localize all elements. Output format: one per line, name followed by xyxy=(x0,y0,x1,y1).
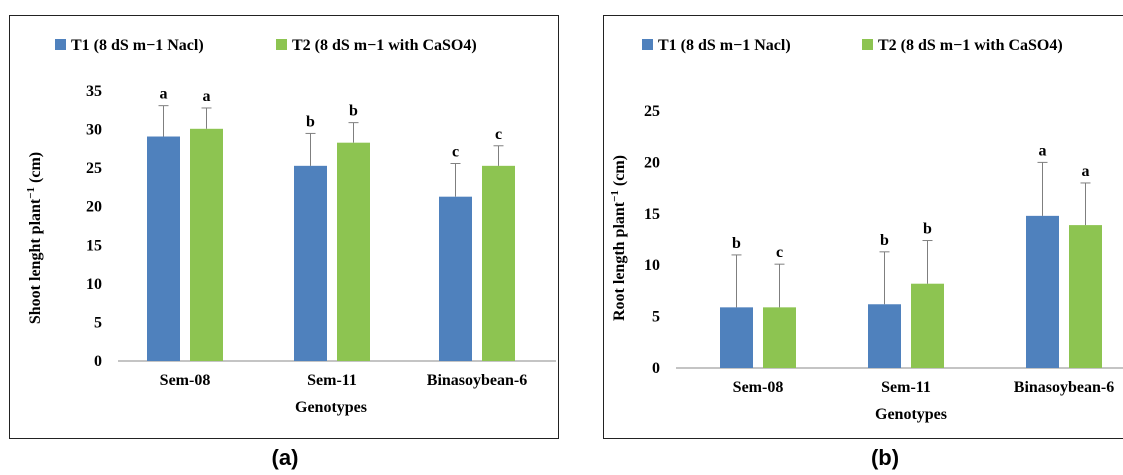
y-tick-label: 20 xyxy=(86,199,102,216)
legend-label-1: T1 (8 dS m−1 Nacl) xyxy=(71,37,204,54)
legend-swatch-2 xyxy=(862,39,873,50)
significance-letter: a xyxy=(1082,163,1090,180)
significance-letter: b xyxy=(349,103,358,120)
significance-letter: c xyxy=(495,126,502,143)
significance-letter: c xyxy=(776,244,783,261)
legend-label-1: T1 (8 dS m−1 Nacl) xyxy=(658,37,791,54)
legend-swatch-2 xyxy=(276,39,287,50)
y-tick-label: 25 xyxy=(86,160,102,177)
bar-series2-Sem-11 xyxy=(337,142,370,361)
chart-panel-b: T1 (8 dS m−1 Nacl) T2 (8 dS m−1 with CaSO… xyxy=(603,15,1123,439)
chart-a-svg: T1 (8 dS m−1 Nacl) T2 (8 dS m−1 with CaSO… xyxy=(25,37,556,416)
significance-letter: a xyxy=(160,86,168,103)
bar-series1-Sem-08 xyxy=(147,136,180,361)
x-category-label: Sem-11 xyxy=(881,379,931,396)
x-category-label: Binasoybean-6 xyxy=(427,372,527,389)
significance-letter: b xyxy=(923,221,932,238)
x-axis-label: Genotypes xyxy=(295,399,367,416)
legend-swatch-1 xyxy=(55,39,66,50)
bar-series1-Binasoybean-6 xyxy=(439,196,472,361)
bar-series2-Binasoybean-6 xyxy=(1069,225,1102,368)
x-category-label: Sem-08 xyxy=(733,379,784,396)
significance-letter: b xyxy=(880,232,889,249)
bar-series1-Sem-11 xyxy=(868,304,901,368)
y-tick-label: 15 xyxy=(86,237,102,254)
panel-label-a: (a) xyxy=(271,445,299,470)
bar-series1-Sem-11 xyxy=(294,165,327,361)
legend-swatch-1 xyxy=(642,39,653,50)
x-category-label: Sem-08 xyxy=(160,372,211,389)
bar-series2-Sem-08 xyxy=(190,128,223,361)
x-axis-label: Genotypes xyxy=(875,406,947,423)
bar-series2-Sem-11 xyxy=(911,283,944,368)
y-tick-label: 20 xyxy=(644,154,660,171)
y-tick-label: 25 xyxy=(644,103,660,120)
legend-label-2: T2 (8 dS m−1 with CaSO4) xyxy=(292,37,477,54)
y-tick-label: 15 xyxy=(644,206,660,223)
bar-series1-Sem-08 xyxy=(720,307,753,368)
significance-letter: a xyxy=(1039,142,1047,159)
y-axis-label: Shoot lenght plant−1 (cm) xyxy=(25,152,44,324)
significance-letter: b xyxy=(306,113,315,130)
y-tick-label: 0 xyxy=(652,360,660,377)
bar-series2-Sem-08 xyxy=(763,307,796,368)
y-tick-label: 5 xyxy=(94,314,102,331)
chart-b-svg: T1 (8 dS m−1 Nacl) T2 (8 dS m−1 with CaSO… xyxy=(609,37,1123,423)
chart-panel-a: T1 (8 dS m−1 Nacl) T2 (8 dS m−1 with CaSO… xyxy=(9,15,559,439)
y-tick-label: 0 xyxy=(94,353,102,370)
bar-series2-Binasoybean-6 xyxy=(482,165,515,361)
y-tick-label: 30 xyxy=(86,122,102,139)
significance-letter: b xyxy=(732,235,741,252)
y-tick-label: 10 xyxy=(644,257,660,274)
y-axis-label: Root length plant−1 (cm) xyxy=(609,155,628,321)
y-tick-label: 10 xyxy=(86,276,102,293)
y-tick-label: 5 xyxy=(652,309,660,326)
legend-label-2: T2 (8 dS m−1 with CaSO4) xyxy=(878,37,1063,54)
x-category-label: Binasoybean-6 xyxy=(1014,379,1114,396)
significance-letter: c xyxy=(452,144,459,161)
bar-series1-Binasoybean-6 xyxy=(1026,215,1059,368)
y-tick-label: 35 xyxy=(86,83,102,100)
x-category-label: Sem-11 xyxy=(307,372,357,389)
panel-label-b: (b) xyxy=(870,445,900,470)
significance-letter: a xyxy=(203,88,211,105)
